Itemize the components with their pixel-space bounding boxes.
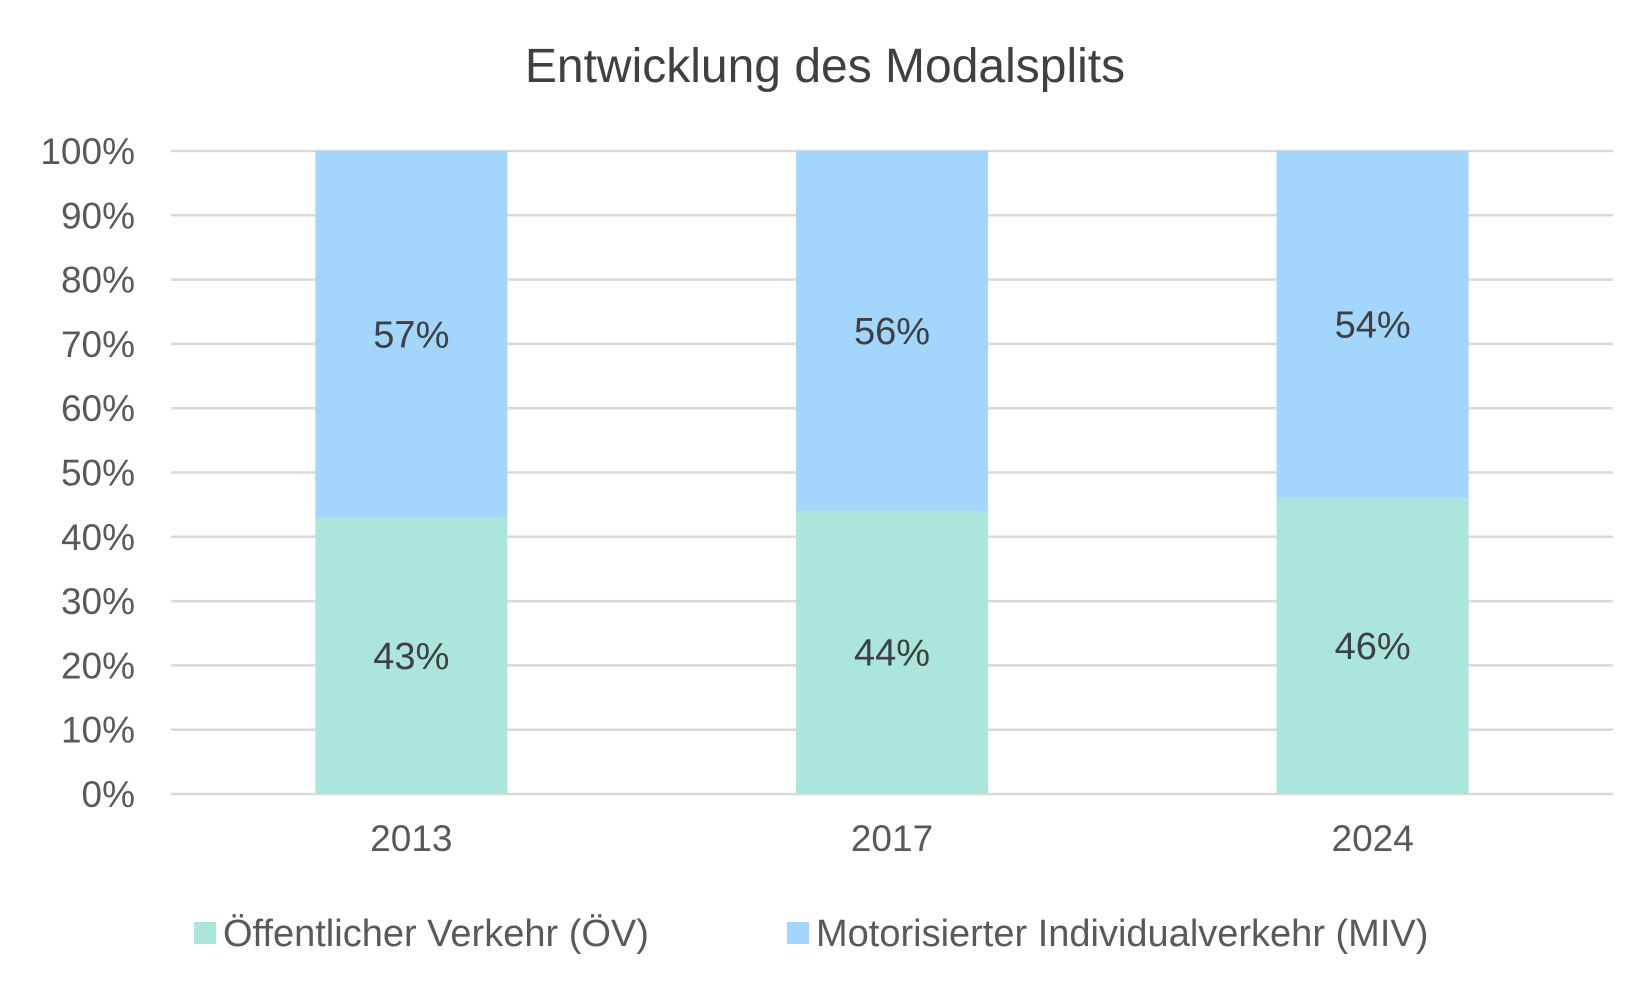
legend-label-oev: Öffentlicher Verkehr (ÖV): [223, 913, 649, 955]
x-tick-label-2013: 2013: [370, 818, 452, 859]
data-label-miv-2013: 57%: [373, 314, 449, 356]
bar-oev-2013: [315, 517, 508, 794]
y-tick-label: 40%: [61, 517, 135, 558]
data-label-oev-2017: 44%: [854, 633, 930, 675]
y-tick-label: 20%: [61, 645, 135, 686]
legend-swatch-oev: [194, 922, 216, 944]
y-tick-label: 80%: [61, 260, 135, 301]
x-axis: 2013 2017 2024: [370, 818, 1414, 859]
y-tick-label: 50%: [61, 453, 135, 494]
bar-oev-2017: [796, 511, 988, 794]
y-tick-label: 100%: [40, 131, 135, 172]
y-tick-label: 60%: [61, 388, 135, 429]
bar-oev-2024: [1276, 498, 1469, 794]
data-label-miv-2024: 54%: [1335, 305, 1411, 347]
y-tick-label: 70%: [61, 324, 135, 365]
data-labels: 43% 57% 44% 56% 46% 54%: [373, 305, 1410, 678]
chart-title: Entwicklung des Modalsplits: [525, 40, 1125, 93]
legend-swatch-miv: [787, 922, 809, 944]
data-label-oev-2013: 43%: [373, 636, 449, 678]
y-tick-label: 30%: [61, 581, 135, 622]
data-label-miv-2017: 56%: [854, 311, 930, 353]
bar-miv-2024: [1276, 151, 1469, 499]
x-tick-label-2024: 2024: [1332, 818, 1414, 859]
legend: Öffentlicher Verkehr (ÖV) Motorisierter I…: [194, 913, 1428, 955]
bar-miv-2017: [796, 151, 988, 512]
bars: [315, 151, 1469, 794]
bar-miv-2013: [315, 151, 508, 518]
y-tick-label: 10%: [61, 710, 135, 751]
x-tick-label-2017: 2017: [851, 818, 933, 859]
y-axis: 0% 10% 20% 30% 40% 50% 60% 70% 80% 90% 100%: [40, 131, 135, 815]
data-label-oev-2024: 46%: [1335, 626, 1411, 668]
legend-label-miv: Motorisierter Individualverkehr (MIV): [816, 913, 1428, 955]
y-tick-label: 0%: [82, 774, 135, 815]
y-tick-label: 90%: [61, 195, 135, 236]
